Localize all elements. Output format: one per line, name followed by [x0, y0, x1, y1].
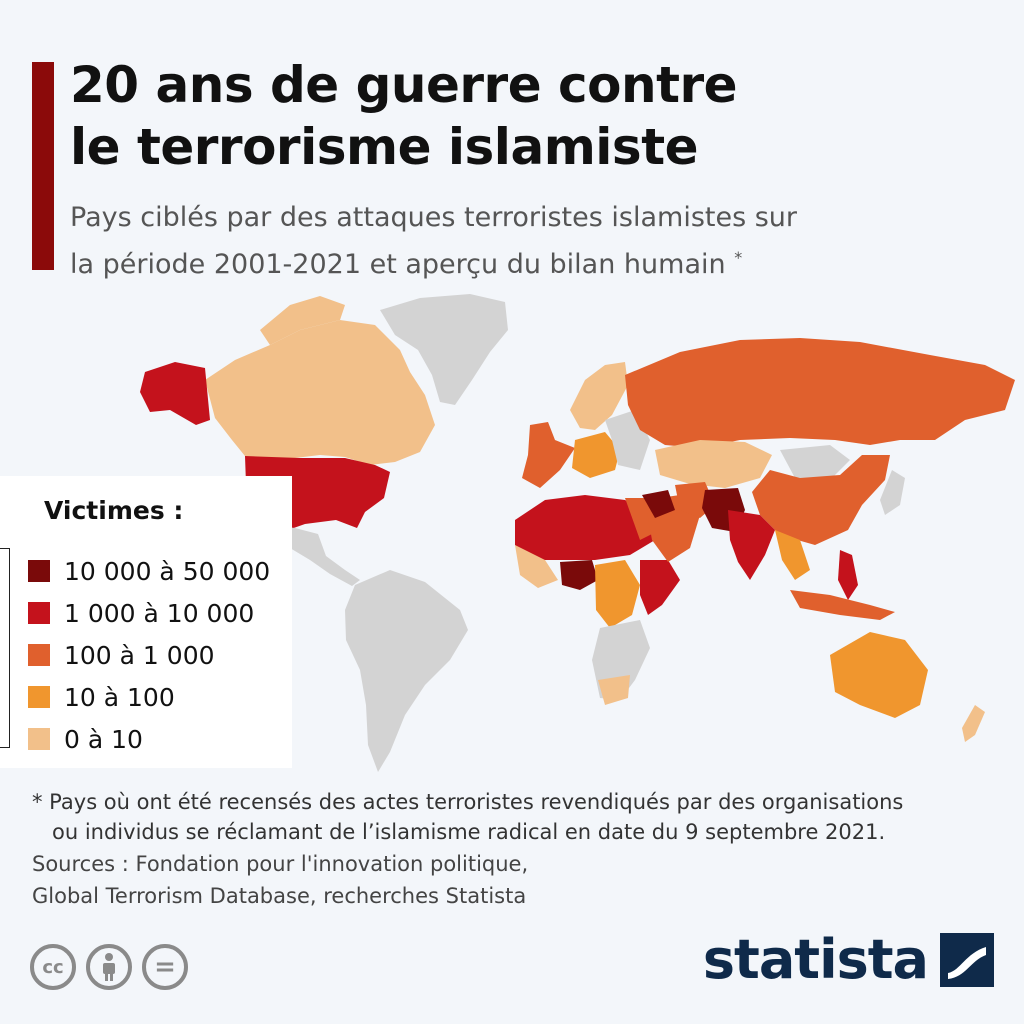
region-south-america: [345, 570, 468, 772]
region-south-africa: [598, 675, 630, 705]
legend: Victimes : 10 000 à 50 000 1 000 à 10 00…: [0, 476, 292, 768]
statista-logo-icon: [940, 932, 994, 987]
legend-label: 1 000 à 10 000: [64, 598, 255, 628]
title-line-1: 20 ans de guerre contre: [70, 56, 738, 114]
legend-item-0-10: 0 à 10: [28, 724, 143, 754]
accent-bar: [32, 62, 54, 270]
world-map: [140, 294, 1015, 772]
attribution-icon[interactable]: [86, 944, 132, 990]
legend-swatch: [28, 602, 50, 624]
legend-label: 100 à 1 000: [64, 640, 215, 670]
footnote: * Pays où ont été recensés des actes ter…: [32, 787, 1007, 847]
region-philippines: [838, 550, 858, 600]
legend-item-10-100: 10 à 100: [28, 682, 175, 712]
page-title: 20 ans de guerre contre le terrorisme is…: [70, 54, 970, 178]
title-line-2: le terrorisme islamiste: [70, 118, 699, 176]
region-russia: [625, 338, 1015, 448]
legend-label: 0 à 10: [64, 724, 143, 754]
sources-line-2: Global Terrorism Database, recherches St…: [32, 884, 527, 908]
subtitle: Pays ciblés par des attaques terroristes…: [70, 198, 990, 285]
legend-swatch: [28, 560, 50, 582]
license-icons: cc =: [30, 944, 188, 990]
region-arctic-islands: [260, 296, 345, 345]
subtitle-line-2: la période 2001-2021 et aperçu du bilan …: [70, 249, 726, 280]
region-west-europe: [522, 422, 575, 488]
subtitle-footnote-mark: *: [734, 248, 743, 267]
footnote-line-2: ou individus se réclamant de l’islamisme…: [52, 820, 886, 844]
region-central-africa: [595, 560, 640, 628]
region-india: [728, 510, 775, 580]
region-scandinavia: [570, 362, 628, 430]
brand[interactable]: statista: [703, 928, 994, 991]
legend-title: Victimes :: [44, 496, 184, 525]
subtitle-line-1: Pays ciblés par des attaques terroristes…: [70, 202, 798, 233]
sources: Sources : Fondation pour l'innovation po…: [32, 848, 732, 912]
brand-name: statista: [702, 928, 929, 991]
legend-label: 10 000 à 50 000: [64, 556, 271, 586]
region-australia: [830, 632, 928, 718]
legend-item-10000-50000: 10 000 à 50 000: [28, 556, 271, 586]
region-alaska: [140, 362, 210, 425]
legend-swatch: [28, 644, 50, 666]
region-nigeria: [560, 560, 598, 590]
region-southeast-asia: [775, 530, 810, 580]
region-china: [752, 455, 890, 545]
region-japan: [880, 470, 905, 515]
region-new-zealand: [962, 705, 985, 742]
legend-label: 10 à 100: [64, 682, 175, 712]
no-derivatives-icon[interactable]: =: [142, 944, 188, 990]
region-mongolia: [780, 445, 850, 478]
sources-line-1: Sources : Fondation pour l'innovation po…: [32, 852, 529, 876]
legend-swatch: [28, 728, 50, 750]
region-west-africa-coast: [515, 545, 558, 588]
region-indonesia: [790, 590, 895, 620]
region-north-africa: [515, 495, 655, 560]
region-iraq-syria: [642, 490, 675, 518]
region-horn-africa: [640, 560, 680, 615]
legend-bracket: [0, 548, 10, 748]
legend-item-100-1000: 100 à 1 000: [28, 640, 215, 670]
legend-item-1000-10000: 1 000 à 10 000: [28, 598, 255, 628]
region-greenland: [380, 294, 508, 405]
equals-glyph: =: [154, 952, 176, 982]
region-central-europe: [572, 432, 620, 478]
region-canada: [205, 320, 435, 465]
region-central-asia: [655, 440, 772, 488]
legend-swatch: [28, 686, 50, 708]
cc-glyph: cc: [42, 956, 64, 978]
footnote-line-1: * Pays où ont été recensés des actes ter…: [32, 790, 904, 814]
person-icon: [103, 953, 115, 981]
cc-icon[interactable]: cc: [30, 944, 76, 990]
